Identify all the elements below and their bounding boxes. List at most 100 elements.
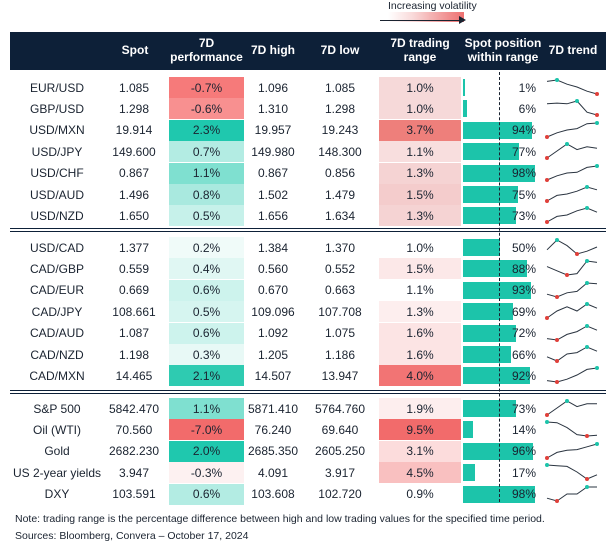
- position-bar: [463, 100, 468, 118]
- trend-sparkline: [546, 280, 598, 299]
- high-value: 103.608: [251, 487, 295, 502]
- range-cell: 4.5%: [379, 462, 461, 484]
- table-row: CAD/JPY 108.661 0.5% 109.096 107.708 1.3% 69%: [0, 301, 606, 323]
- header-trend: 7D trend: [548, 43, 598, 57]
- range-cell: 1.0%: [379, 237, 461, 258]
- position-label: 96%: [511, 444, 536, 459]
- position-bar: [463, 260, 528, 278]
- row-label: US 2-year yields: [12, 465, 102, 480]
- low-value: 1.370: [324, 240, 356, 255]
- position-bar: [463, 324, 516, 342]
- position-label: 17%: [511, 465, 536, 480]
- perf-cell: 0.5%: [169, 301, 244, 323]
- table-row: CAD/EUR 0.669 0.6% 0.670 0.663 1.1% 93%: [0, 279, 606, 301]
- trend-line: [546, 346, 598, 362]
- range-cell: 0.9%: [379, 483, 461, 505]
- legend-title: Increasing volatility: [388, 0, 477, 12]
- midpoint-line: [499, 72, 500, 502]
- position-label: 72%: [511, 326, 536, 341]
- range-cell: 3.1%: [379, 440, 461, 462]
- spot-value: 0.867: [118, 166, 150, 181]
- low-value: 1.075: [324, 326, 356, 341]
- position-label: 93%: [511, 283, 536, 298]
- spot-value: 70.560: [115, 422, 153, 437]
- high-value: 1.502: [257, 187, 289, 202]
- high-value: 4.091: [257, 465, 289, 480]
- spot-value: 103.591: [112, 487, 156, 502]
- position-label: 69%: [511, 304, 536, 319]
- range-cell: 1.1%: [379, 141, 461, 163]
- spot-value: 1.298: [118, 101, 150, 116]
- position-label: 92%: [511, 368, 536, 383]
- position-label: 77%: [511, 144, 536, 159]
- trend-high-dot: [555, 238, 559, 242]
- low-value: 0.552: [324, 261, 356, 276]
- range-cell: 1.0%: [379, 77, 461, 98]
- high-value: 76.240: [254, 422, 292, 437]
- footer-sources: Sources: Bloomberg, Convera – October 17…: [15, 530, 249, 542]
- trend-low-dot: [545, 316, 549, 321]
- trend-sparkline: [546, 366, 599, 385]
- trend-sparkline: [545, 463, 598, 482]
- high-value: 1.092: [257, 326, 289, 341]
- trend-line: [546, 464, 598, 480]
- trend-line: [546, 260, 598, 276]
- trend-low-dot: [555, 294, 559, 299]
- position-bar: [463, 421, 474, 439]
- position-label: 1%: [518, 80, 536, 95]
- low-value: 5764.760: [314, 401, 366, 416]
- perf-cell: 0.7%: [169, 141, 244, 163]
- range-cell: 3.7%: [379, 119, 461, 141]
- trend-high-dot: [585, 259, 589, 264]
- row-label: USD/JPY: [31, 144, 83, 159]
- trend-line: [546, 400, 597, 416]
- low-value: 69.640: [321, 422, 359, 437]
- perf-cell: 1.1%: [169, 398, 244, 419]
- group-separator: [10, 390, 606, 391]
- range-cell: 1.3%: [379, 162, 461, 184]
- row-label: EUR/USD: [29, 80, 84, 95]
- trend-low-dot: [595, 92, 599, 96]
- trend-high-dot: [555, 78, 559, 82]
- spot-value: 1.496: [118, 187, 150, 202]
- table-row: CAD/MXN 14.465 2.1% 14.507 13.947 4.0% 92%: [0, 365, 606, 387]
- footer-note: Note: trading range is the percentage di…: [15, 513, 545, 525]
- spot-value: 1.650: [118, 208, 150, 223]
- table-row: USD/MXN 19.914 2.3% 19.957 19.243 3.7% 94%: [0, 119, 606, 141]
- arrow-right-icon: [380, 16, 466, 24]
- position-label: 94%: [511, 123, 536, 138]
- perf-cell: 2.0%: [169, 440, 244, 462]
- trend-low-dot: [545, 413, 549, 417]
- low-value: 1.298: [324, 101, 356, 116]
- trend-sparkline: [546, 238, 598, 256]
- range-cell: 1.6%: [379, 344, 461, 365]
- position-bar: [463, 281, 531, 299]
- trend-line: [546, 122, 598, 138]
- high-value: 5871.410: [247, 401, 299, 416]
- perf-cell: -7.0%: [169, 419, 244, 441]
- low-value: 13.947: [321, 368, 359, 383]
- trend-line: [546, 143, 598, 159]
- high-value: 1.205: [257, 347, 289, 362]
- header-position: Spot position within range: [464, 36, 542, 64]
- high-value: 109.096: [251, 304, 295, 319]
- range-cell: 4.0%: [379, 365, 461, 387]
- trend-low-dot: [595, 113, 599, 118]
- trend-sparkline: [545, 399, 597, 417]
- position-bar: [463, 485, 535, 503]
- spot-value: 1.087: [118, 326, 150, 341]
- volatility-gradient: [388, 12, 464, 22]
- perf-cell: 0.6%: [169, 279, 244, 301]
- high-value: 19.957: [254, 123, 292, 138]
- trend-sparkline: [546, 99, 599, 118]
- trend-high-dot: [595, 163, 599, 168]
- high-value: 0.670: [257, 283, 289, 298]
- range-cell: 1.9%: [379, 398, 461, 419]
- perf-cell: 0.5%: [169, 205, 244, 227]
- position-bar: [463, 367, 531, 385]
- row-label: Oil (WTI): [33, 422, 81, 437]
- low-value: 102.720: [318, 487, 362, 502]
- position-label: 75%: [511, 187, 536, 202]
- header-spot: Spot: [121, 43, 149, 57]
- position-label: 73%: [511, 401, 536, 416]
